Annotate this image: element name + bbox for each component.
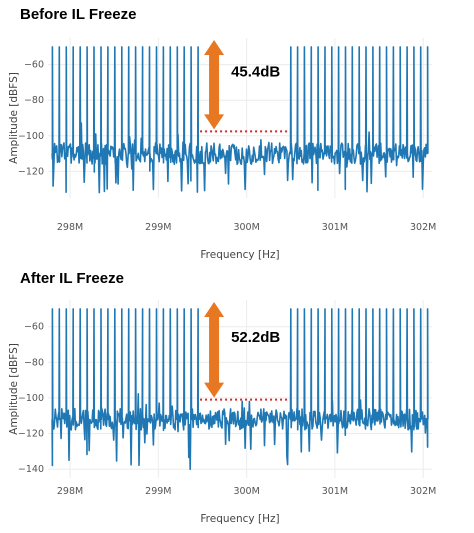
y-axis-title: Amplitude [dBFS]: [8, 72, 20, 164]
y-tick-label: −100: [18, 393, 44, 404]
arrow-head-down: [204, 382, 225, 398]
y-tick-label: −80: [24, 95, 44, 106]
x-tick-label: 300M: [233, 486, 259, 497]
y-tick-label: −120: [18, 166, 44, 177]
x-tick-label: 302M: [410, 222, 436, 233]
y-tick-label: −60: [24, 60, 44, 71]
x-axis-title: Frequency [Hz]: [200, 249, 279, 261]
x-tick-label: 302M: [410, 486, 436, 497]
arrow-head-up: [204, 302, 225, 317]
y-axis-title: Amplitude [dBFS]: [8, 343, 20, 435]
gap-annotation: 45.4dB: [231, 64, 280, 81]
x-tick-label: 300M: [233, 222, 259, 233]
x-tick-label: 298M: [57, 486, 83, 497]
x-axis-title: Frequency [Hz]: [200, 513, 279, 525]
chart-title-before: Before IL Freeze: [20, 6, 137, 23]
x-tick-label: 301M: [322, 222, 348, 233]
y-tick-label: −120: [18, 429, 44, 440]
y-tick-label: −60: [24, 322, 44, 333]
y-tick-label: −140: [18, 464, 44, 475]
arrow-head-up: [204, 40, 225, 55]
arrow-shaft: [209, 54, 220, 116]
x-tick-label: 299M: [145, 486, 171, 497]
x-tick-label: 298M: [57, 222, 83, 233]
arrow-head-down: [204, 114, 225, 130]
x-tick-label: 299M: [145, 222, 171, 233]
spectrum-trace: [51, 46, 429, 194]
gap-annotation: 52.2dB: [231, 329, 280, 346]
y-tick-label: −80: [24, 357, 44, 368]
chart-title-after: After IL Freeze: [20, 270, 124, 287]
y-tick-label: −100: [18, 131, 44, 142]
arrow-shaft: [209, 316, 220, 384]
spectrum-trace: [51, 308, 429, 471]
x-tick-label: 301M: [322, 486, 348, 497]
